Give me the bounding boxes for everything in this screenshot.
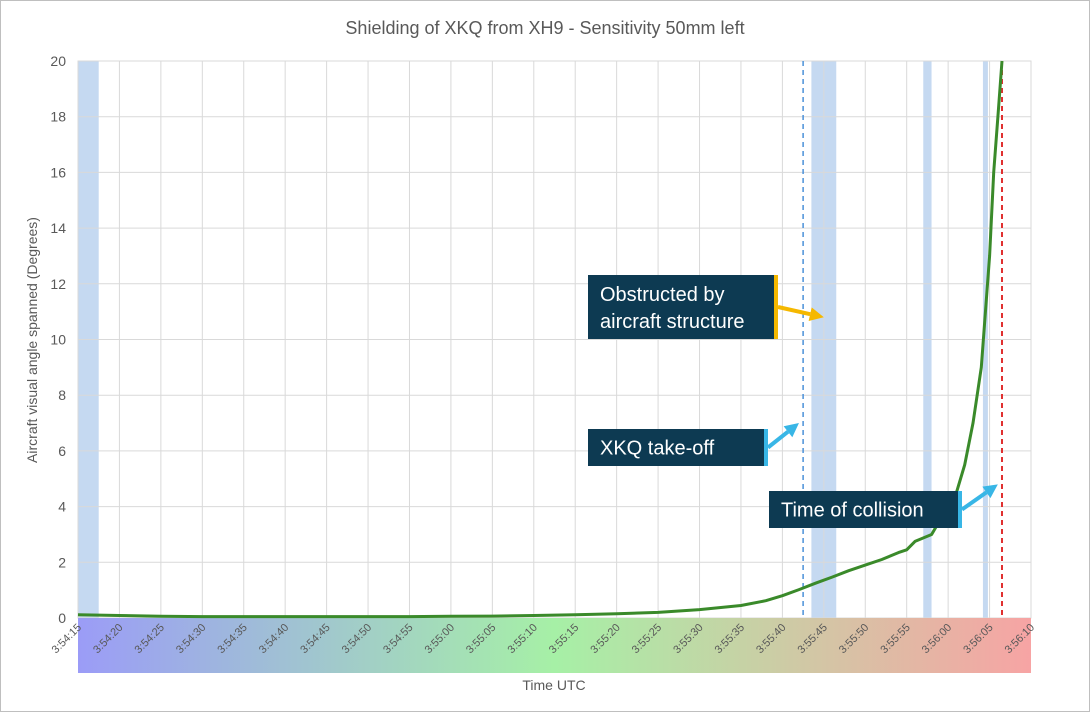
annotation-box-0	[588, 275, 778, 339]
annotation-arrowhead-2	[982, 484, 998, 499]
annotation-arrowhead-0	[808, 307, 824, 322]
y-tick-label-5: 10	[50, 332, 66, 348]
series-line-0	[77, 60, 1004, 619]
annotation-edge-0	[774, 275, 778, 339]
annotation-edge-2	[958, 491, 962, 528]
annotation-box-2	[769, 491, 962, 528]
annotation-0: Obstructed by aircraft structure	[588, 275, 824, 339]
annotation-text-1-0: XKQ take-off	[600, 438, 715, 460]
y-tick-label-8: 16	[50, 164, 66, 180]
y-tick-label-6: 12	[50, 276, 66, 292]
y-tick-label-4: 8	[58, 387, 66, 403]
annotation-arrow-2	[960, 490, 988, 512]
y-tick-label-9: 18	[50, 109, 66, 125]
annotation-1: XKQ take-off	[588, 423, 799, 466]
annotation-text-0-0: Obstructed by	[600, 284, 725, 306]
y-tick-label-2: 4	[58, 499, 66, 515]
annotation-box-1	[588, 429, 768, 466]
time-band	[78, 618, 1031, 673]
chart-title: Shielding of XKQ from XH9 - Sensitivity …	[345, 18, 744, 38]
annotation-arrow-0	[777, 305, 811, 317]
annotation-arrow-1	[766, 430, 790, 450]
annotation-2: Time of collision	[769, 484, 998, 528]
y-axis-label: Aircraft visual angle spanned (Degrees)	[24, 217, 40, 463]
annotation-arrowhead-1	[783, 423, 799, 438]
y-tick-label-10: 20	[50, 53, 66, 69]
y-tick-label-7: 14	[50, 220, 66, 236]
x-axis-label: Time UTC	[522, 677, 585, 693]
annotation-edge-1	[764, 429, 768, 466]
y-tick-label-3: 6	[58, 443, 66, 459]
y-tick-label-1: 2	[58, 554, 66, 570]
annotation-text-0-1: aircraft structure	[600, 311, 744, 333]
annotation-text-2-0: Time of collision	[781, 500, 924, 522]
y-tick-label-0: 0	[58, 610, 66, 626]
